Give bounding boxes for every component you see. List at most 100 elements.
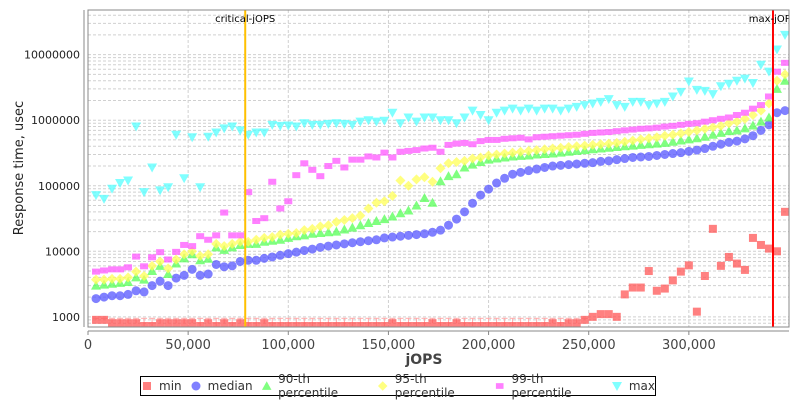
data-point — [404, 322, 413, 327]
data-point — [484, 184, 494, 194]
data-point — [444, 141, 453, 148]
data-point — [291, 122, 302, 132]
data-point — [139, 287, 149, 297]
legend-item: max — [611, 379, 655, 393]
data-point — [428, 144, 437, 151]
data-point — [492, 136, 501, 143]
data-point — [388, 319, 397, 327]
data-point — [700, 118, 709, 125]
data-point — [692, 120, 701, 127]
data-point — [739, 74, 750, 84]
data-point — [547, 143, 558, 154]
data-point — [516, 134, 525, 141]
y-tick-label: 1000 — [52, 311, 80, 324]
data-point — [611, 101, 622, 111]
data-point — [323, 227, 334, 237]
data-point — [116, 266, 125, 273]
data-point — [107, 273, 118, 284]
data-point — [739, 123, 750, 133]
data-point — [499, 148, 510, 159]
data-point — [251, 128, 262, 138]
data-point — [596, 129, 605, 136]
data-point — [588, 312, 597, 321]
legend: min median 90-th percentile 95-th percentil… — [140, 372, 656, 400]
data-point — [419, 172, 430, 183]
data-point — [371, 235, 381, 245]
data-point — [219, 262, 229, 272]
data-point — [260, 215, 269, 222]
data-point — [187, 264, 197, 274]
data-point — [331, 240, 341, 250]
data-point — [772, 247, 781, 256]
data-point — [715, 127, 726, 137]
data-point — [355, 220, 366, 230]
data-point — [699, 131, 710, 141]
data-point — [371, 117, 382, 127]
data-point — [436, 148, 445, 155]
legend-marker — [496, 383, 504, 389]
data-point — [340, 322, 349, 327]
data-point — [347, 238, 357, 248]
legend-rect-icon — [496, 383, 504, 389]
data-point — [724, 137, 734, 147]
data-point — [268, 178, 277, 185]
data-point — [508, 169, 518, 179]
data-point — [715, 120, 726, 131]
data-point — [444, 220, 454, 230]
data-point — [323, 119, 334, 129]
data-point — [532, 164, 542, 174]
data-point — [675, 128, 686, 139]
x-tick-label: 50,000 — [165, 338, 211, 353]
data-point — [371, 215, 382, 225]
legend-diamond-icon — [378, 381, 388, 391]
data-point — [564, 132, 573, 139]
legend-marker — [611, 382, 622, 391]
data-point — [540, 322, 549, 327]
data-point — [476, 190, 486, 200]
data-point — [371, 197, 382, 208]
data-point — [523, 145, 534, 156]
data-point — [524, 136, 533, 143]
data-point — [244, 189, 253, 196]
data-point — [468, 198, 478, 208]
data-point — [676, 121, 685, 128]
data-point — [195, 183, 206, 193]
x-axis: 0 50,000 100,000 150,000 200,000 250,000 300,0… — [84, 330, 789, 353]
data-point — [516, 167, 526, 177]
data-point — [92, 268, 101, 275]
data-point — [435, 176, 446, 186]
data-point — [611, 137, 622, 148]
data-point — [315, 120, 326, 130]
data-point — [91, 280, 102, 290]
data-point — [412, 147, 421, 154]
data-point — [708, 117, 717, 124]
data-point — [780, 59, 789, 66]
data-point — [331, 119, 342, 129]
data-point — [467, 159, 478, 169]
data-point — [604, 129, 613, 136]
data-point — [459, 113, 470, 123]
data-point — [628, 126, 637, 133]
data-point — [411, 200, 422, 210]
data-point — [403, 113, 414, 123]
data-point — [675, 87, 686, 97]
data-point — [412, 322, 421, 327]
data-point — [683, 77, 694, 87]
data-point — [668, 276, 677, 285]
data-point — [572, 131, 581, 138]
data-point — [779, 30, 789, 40]
data-point — [644, 267, 653, 276]
data-point — [300, 160, 309, 167]
data-point — [635, 139, 646, 149]
data-point — [212, 232, 221, 239]
data-point — [604, 156, 614, 166]
data-point — [220, 209, 229, 216]
data-point — [379, 196, 390, 207]
y-tick-label: 1000000 — [31, 114, 80, 127]
data-point — [523, 104, 534, 114]
legend-marker — [261, 381, 272, 390]
data-point — [572, 159, 582, 169]
data-point — [124, 319, 133, 327]
data-point — [196, 233, 205, 240]
